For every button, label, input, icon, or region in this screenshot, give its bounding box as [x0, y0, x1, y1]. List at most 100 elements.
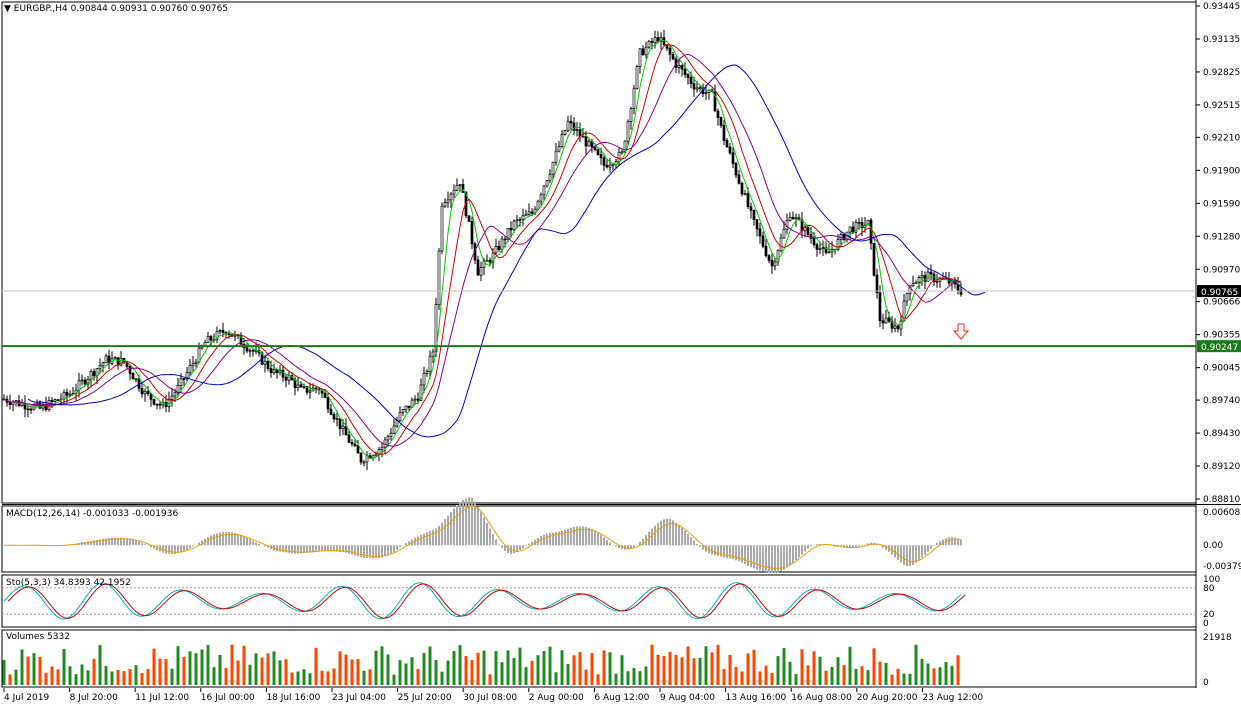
candle: [296, 384, 300, 388]
candle: [293, 379, 297, 388]
candle: [89, 371, 93, 380]
time-tick-label: 2 Aug 00:00: [529, 693, 584, 703]
current-price-label: 0.90765: [1201, 288, 1238, 298]
candle: [77, 380, 81, 391]
candle: [878, 292, 882, 322]
candle: [830, 248, 834, 253]
time-tick-label: 11 Jul 12:00: [135, 693, 189, 703]
candle: [620, 151, 624, 154]
candle: [884, 317, 888, 324]
candle: [824, 247, 828, 253]
candle: [743, 193, 747, 195]
candle: [353, 443, 357, 447]
candle: [893, 325, 897, 329]
candle: [494, 246, 498, 254]
candle: [98, 365, 102, 370]
candle: [539, 194, 543, 202]
ma-slow-line: [27, 64, 986, 438]
time-tick-label: 9 Aug 04:00: [660, 693, 715, 703]
candle: [509, 227, 513, 231]
candle: [851, 226, 855, 233]
candle: [119, 357, 123, 366]
level-price-label: 0.90247: [1201, 343, 1238, 353]
candle: [740, 182, 744, 195]
candle: [560, 134, 564, 147]
stochastic-panel[interactable]: [1, 574, 1197, 628]
candle: [107, 355, 111, 364]
candle: [683, 68, 687, 75]
candle: [143, 391, 147, 395]
candle: [764, 245, 768, 257]
candle: [521, 215, 525, 220]
time-tick-label: 30 Jul 08:00: [463, 693, 517, 703]
candle: [551, 161, 555, 175]
candle: [359, 452, 363, 463]
candle: [722, 124, 726, 141]
candle: [404, 405, 408, 410]
candle: [227, 333, 231, 336]
candle: [335, 418, 339, 421]
candle: [191, 363, 195, 367]
close-value: 0.90765: [190, 4, 229, 14]
candle: [326, 397, 330, 410]
candle: [827, 251, 831, 254]
candle: [896, 325, 900, 330]
candle: [206, 336, 210, 343]
candle: [80, 379, 84, 382]
candle: [713, 90, 717, 112]
candle: [467, 215, 471, 222]
candle: [806, 227, 810, 235]
candle: [527, 211, 531, 215]
candle: [581, 135, 585, 138]
candle: [140, 387, 144, 395]
candle: [557, 146, 561, 152]
price-tick-label: 0.92515: [1203, 101, 1240, 111]
candle: [65, 391, 69, 396]
price-tick-label: 0.92825: [1203, 68, 1240, 78]
candle: [185, 372, 189, 380]
candle: [677, 65, 681, 68]
main-price-panel[interactable]: [1, 1, 1197, 504]
collapse-arrow-icon[interactable]: ▼: [4, 4, 11, 14]
low-value: 0.90760: [150, 4, 188, 14]
candle: [488, 259, 492, 263]
volume-tick-label: 21918: [1203, 633, 1232, 643]
candle: [419, 384, 423, 401]
candle: [635, 66, 639, 89]
candle: [386, 436, 390, 441]
candle: [215, 331, 219, 341]
candle: [68, 393, 72, 396]
candle: [842, 234, 846, 240]
candle: [479, 267, 483, 276]
time-tick-label: 4 Jul 2019: [4, 693, 49, 703]
candle: [821, 247, 825, 250]
candle: [587, 141, 591, 147]
candle: [194, 361, 198, 364]
candle: [572, 122, 576, 131]
candle: [854, 222, 858, 233]
candle: [188, 365, 192, 373]
candle: [218, 330, 222, 332]
chart-header: ▼ EURGBP.,H4 0.90844 0.90931 0.90760 0.9…: [4, 4, 228, 15]
candle: [497, 246, 501, 250]
candle: [512, 220, 516, 231]
sell-arrow-icon[interactable]: [952, 323, 970, 340]
time-tick-label: 8 Jul 20:00: [70, 693, 119, 703]
candle: [347, 434, 351, 443]
stochastic-tick-label: 0: [1203, 619, 1209, 629]
candle: [536, 200, 540, 210]
candle: [704, 92, 708, 95]
candle: [638, 48, 642, 67]
candle: [470, 221, 474, 245]
candle: [8, 401, 12, 405]
candle: [776, 250, 780, 263]
candle: [782, 228, 786, 239]
candle: [452, 190, 456, 195]
price-tick-label: 0.89740: [1203, 396, 1240, 406]
candle: [446, 199, 450, 203]
price-tick-label: 0.92210: [1203, 133, 1240, 143]
candle: [11, 401, 15, 405]
candle: [29, 408, 33, 411]
